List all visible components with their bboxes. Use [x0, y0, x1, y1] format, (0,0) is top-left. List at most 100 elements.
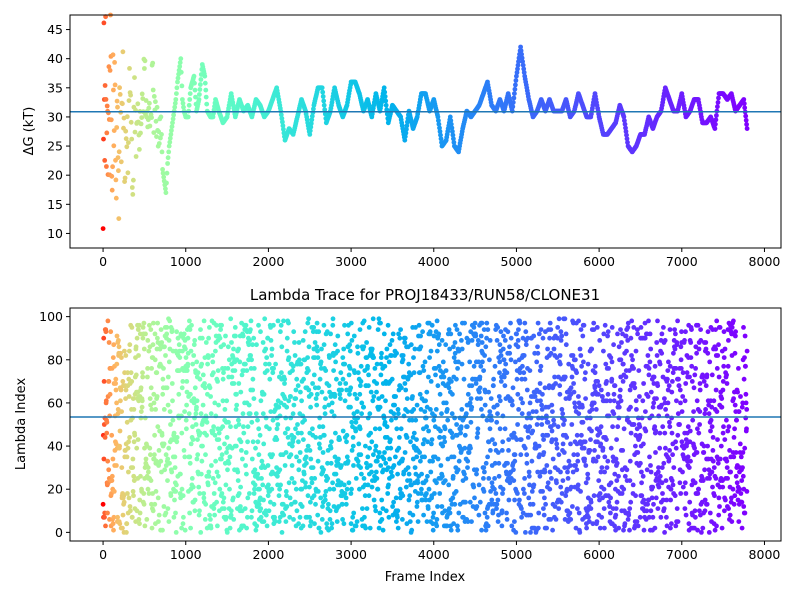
lambda-point [462, 320, 467, 326]
lambda-point [193, 422, 199, 427]
lambda-point [230, 495, 236, 501]
lambda-point [539, 402, 544, 408]
lambda-point [640, 398, 646, 404]
lambda-point [720, 379, 726, 384]
lambda-point [731, 396, 736, 401]
lambda-point [506, 497, 512, 503]
lambda-point [370, 398, 376, 404]
lambda-point [393, 495, 399, 501]
lambda-point [540, 391, 545, 397]
lambda-point [114, 463, 119, 468]
lambda-point [482, 469, 487, 475]
lambda-point [577, 346, 583, 352]
lambda-point [385, 445, 390, 451]
lambda-point [724, 465, 730, 470]
lambda-point [159, 340, 165, 345]
lambda-point [397, 335, 403, 341]
lambda-point [194, 359, 200, 365]
lambda-point [219, 322, 225, 328]
lambda-point [213, 348, 218, 354]
lambda-point [342, 322, 347, 328]
lambda-point [238, 484, 244, 490]
lambda-point [224, 530, 230, 535]
lambda-point [497, 342, 503, 348]
lambda-point [518, 452, 524, 458]
lambda-point [501, 357, 507, 363]
lambda-point [627, 478, 633, 483]
lambda-point [142, 523, 148, 529]
lambda-point [669, 521, 674, 527]
lambda-point [727, 512, 733, 518]
lambda-point [555, 325, 561, 330]
lambda-point [469, 338, 475, 343]
lambda-point [659, 480, 665, 486]
lambda-point [247, 338, 253, 343]
lambda-point [251, 491, 257, 496]
lambda-point [150, 342, 156, 348]
lambda-point [152, 432, 158, 438]
lambda-point [250, 439, 256, 445]
lambda-point [695, 491, 701, 496]
dg-point [512, 86, 518, 92]
lambda-point [735, 389, 740, 395]
lambda-point [145, 338, 151, 343]
lambda-point [408, 342, 414, 348]
lambda-point [269, 486, 275, 492]
lambda-point [475, 338, 481, 343]
lambda-point [261, 441, 267, 447]
lambda-point [564, 435, 570, 440]
dg-point [448, 121, 454, 127]
lambda-point [609, 376, 615, 382]
lambda-point [510, 402, 515, 408]
lambda-point [376, 525, 382, 531]
lambda-point [733, 473, 739, 479]
lambda-point [452, 340, 458, 345]
dg-point [109, 187, 115, 193]
dg-x-tick-label: 4000 [418, 254, 450, 269]
lambda-point [672, 327, 677, 332]
lambda-point [347, 348, 353, 354]
lambda-point [598, 387, 604, 393]
lambda-point [367, 411, 373, 417]
lambda-point [132, 432, 138, 438]
lambda-point [679, 329, 684, 335]
dg-point [163, 190, 169, 196]
lambda-point [451, 521, 456, 527]
lambda-point [648, 463, 653, 468]
lambda-point [654, 340, 660, 345]
lambda-point [535, 320, 541, 326]
lambda-point [261, 497, 266, 503]
lambda-point [181, 448, 187, 453]
lambda-point [365, 363, 370, 369]
dg-point [104, 130, 110, 136]
lambda-point [651, 381, 657, 386]
lambda-point [140, 325, 146, 330]
dg-y-tick-label: 30 [47, 109, 63, 124]
lambda-point [536, 443, 542, 449]
lambda-point [390, 473, 395, 479]
lambda-point [388, 437, 393, 442]
lambda-point [704, 372, 710, 378]
lambda-point [271, 322, 276, 328]
lambda-point [322, 404, 328, 410]
lambda-point [422, 359, 428, 365]
lambda-point [285, 435, 291, 440]
lambda-point [667, 448, 672, 453]
lambda-point [256, 322, 261, 328]
lambda-point [715, 460, 721, 466]
dg-point [521, 70, 527, 75]
lambda-point [276, 519, 282, 524]
lambda-point [299, 398, 304, 404]
dg-point [116, 168, 121, 174]
lambda-point [406, 497, 412, 503]
lambda-point [169, 469, 175, 475]
lambda-point [239, 372, 245, 378]
lambda-point [454, 376, 459, 382]
lambda-point [687, 428, 693, 434]
lambda-point [358, 452, 364, 458]
lambda-point [174, 439, 180, 445]
dg-point [743, 117, 749, 123]
lambda-point [311, 493, 317, 499]
lambda-point [160, 527, 165, 533]
dg-point [744, 122, 749, 127]
